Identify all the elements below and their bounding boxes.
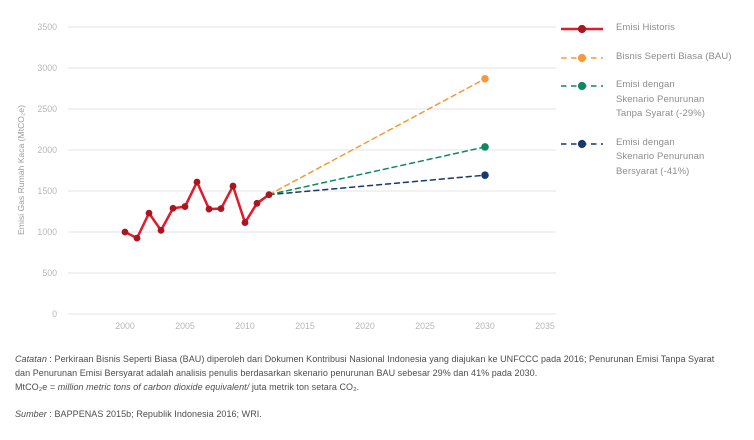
legend-item-2: Bisnis Seperti Biasa (BAU) [560,50,752,65]
legend-marker-icon [561,53,603,62]
note-catatan-label: Catatan [15,354,47,364]
x-tick-label: 2020 [355,321,375,331]
y-tick-label: 3500 [37,22,57,32]
x-tick-label: 2035 [535,321,555,331]
y-tick-label: 500 [42,268,57,278]
data-point [133,234,141,242]
legend-item-4: Emisi dengan Skenario Penurunan Bersyarat … [560,136,752,180]
data-point [145,209,153,217]
legend-marker-icon [561,81,603,91]
data-point [229,182,237,190]
chart-legend: Emisi Historis Bisnis Seperti Biasa (BAU)… [560,21,752,193]
legend-item-3: Emisi dengan Skenario Penurunan Tanpa Syar… [560,78,752,122]
note-sumber-text: : BAPPENAS 2015b; Republik Indonesia 201… [46,409,262,419]
note-catatan: Catatan : Perkiraan Bisnis Seperti Biasa… [15,352,729,380]
note-unit-prefix: MtCO₂e = [15,382,58,392]
legend-label: Emisi Historis [616,22,675,33]
x-tick-label: 2005 [175,321,195,331]
data-point [205,205,213,213]
gridlines: 0 500 1000 1500 2000 2500 3000 3500 [37,22,556,319]
note-sumber-label: Sumber [15,409,47,419]
series-emisi-dengan-skenario-penurunan-bersyarat-41 [268,171,489,196]
data-point [193,178,201,186]
y-tick-label: 2000 [37,145,57,155]
data-point-endpoint [481,171,489,179]
series-bisnis-seperti-biasa-bau [268,74,489,196]
emissions-line-chart: 0 500 1000 1500 2000 2500 3000 3500 2000 2005 2010… [16,22,556,331]
legend-label: Emisi dengan Skenario Penurunan Tanpa Syar… [616,79,706,119]
x-tick-label: 2010 [235,321,255,331]
legend-marker-icon [561,139,603,148]
note-unit-suffix: juta metrik ton setara CO₂. [249,382,360,392]
series-emisi-historis [121,178,273,242]
notes-block: Catatan : Perkiraan Bisnis Seperti Biasa… [15,352,729,421]
x-tick-label: 2025 [415,321,435,331]
note-sumber: Sumber : BAPPENAS 2015b; Republik Indone… [15,407,729,421]
legend-label: Emisi dengan Skenario Penurunan Bersyarat … [616,136,705,177]
y-tick-label: 2500 [37,104,57,114]
x-tick-label: 2000 [115,321,135,331]
legend-label: Bisnis Seperti Biasa (BAU) [616,50,732,62]
data-point [217,205,225,213]
note-catatan-text: : Perkiraan Bisnis Seperti Biasa (BAU) d… [15,354,715,378]
series-emisi-dengan-skenario-penurunan-tanpa-syarat-29 [268,143,489,196]
data-point [157,226,165,234]
x-tick-label: 2030 [475,321,495,331]
data-point-endpoint [481,74,489,83]
note-unit-italic: million metric tons of carbon dioxide eq… [57,382,250,392]
x-axis-ticks: 2000 2005 2010 2015 2020 2025 2030 2035 [115,321,555,331]
x-tick-label: 2015 [295,321,315,331]
data-point [181,203,189,210]
data-point [253,199,261,207]
y-tick-label: 0 [52,309,57,319]
data-point [121,228,129,236]
note-unit-definition: MtCO₂e = million metric tons of carbon d… [15,380,729,394]
y-tick-label: 1000 [37,227,57,237]
legend-item-1: Emisi Historis [560,21,752,36]
data-point-endpoint [481,143,489,151]
data-point [265,191,273,199]
data-point [241,219,249,226]
y-axis-title: Emisi Gas Rumah Kaca (MtCO₂e) [16,105,26,235]
y-tick-label: 3000 [37,63,57,73]
legend-marker-icon [561,24,603,34]
data-point [169,204,177,212]
y-tick-label: 1500 [37,186,57,196]
